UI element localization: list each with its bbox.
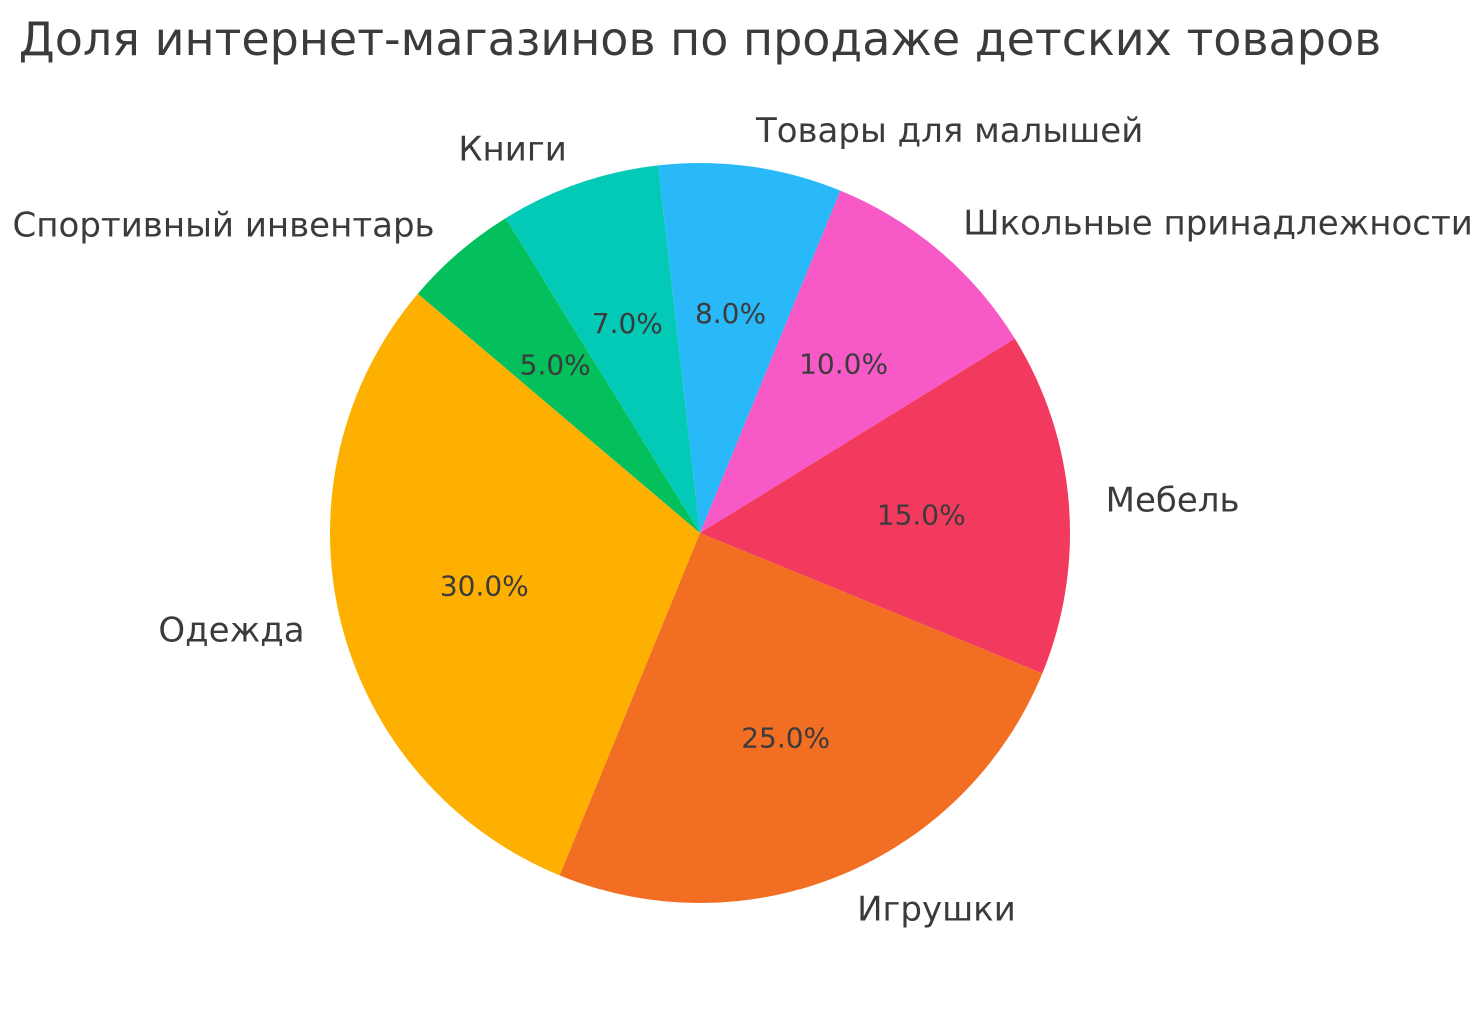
pie-slice-2 bbox=[700, 190, 1015, 533]
slice-percent-label: 30.0% bbox=[440, 569, 529, 602]
pie-slice-1 bbox=[658, 163, 841, 533]
slice-percent-label: 25.0% bbox=[741, 722, 830, 755]
slice-label: Спортивный инвентарь bbox=[13, 205, 435, 245]
slice-percent-label: 5.0% bbox=[520, 348, 591, 381]
pie-slice-3 bbox=[700, 338, 1071, 674]
slice-percent-label: 10.0% bbox=[799, 347, 888, 380]
chart-title: Доля интернет-магазинов по продаже детск… bbox=[18, 12, 1382, 66]
pie-slice-7 bbox=[505, 165, 700, 533]
slice-percent-label: 7.0% bbox=[592, 307, 663, 340]
slice-label: Школьные принадлежности bbox=[963, 203, 1473, 243]
slice-label: Одежда bbox=[158, 610, 304, 650]
pie-slice-4 bbox=[559, 533, 1043, 904]
slice-percent-label: 15.0% bbox=[877, 499, 966, 532]
slice-label: Книги bbox=[458, 129, 566, 169]
slice-label: Товары для малышей bbox=[755, 111, 1143, 151]
slice-percent-label: 8.0% bbox=[695, 297, 766, 330]
slice-label: Мебель bbox=[1106, 481, 1240, 521]
pie-slice-6 bbox=[417, 218, 700, 533]
pie-slice-5 bbox=[329, 293, 700, 876]
slice-label: Игрушки bbox=[857, 889, 1016, 929]
